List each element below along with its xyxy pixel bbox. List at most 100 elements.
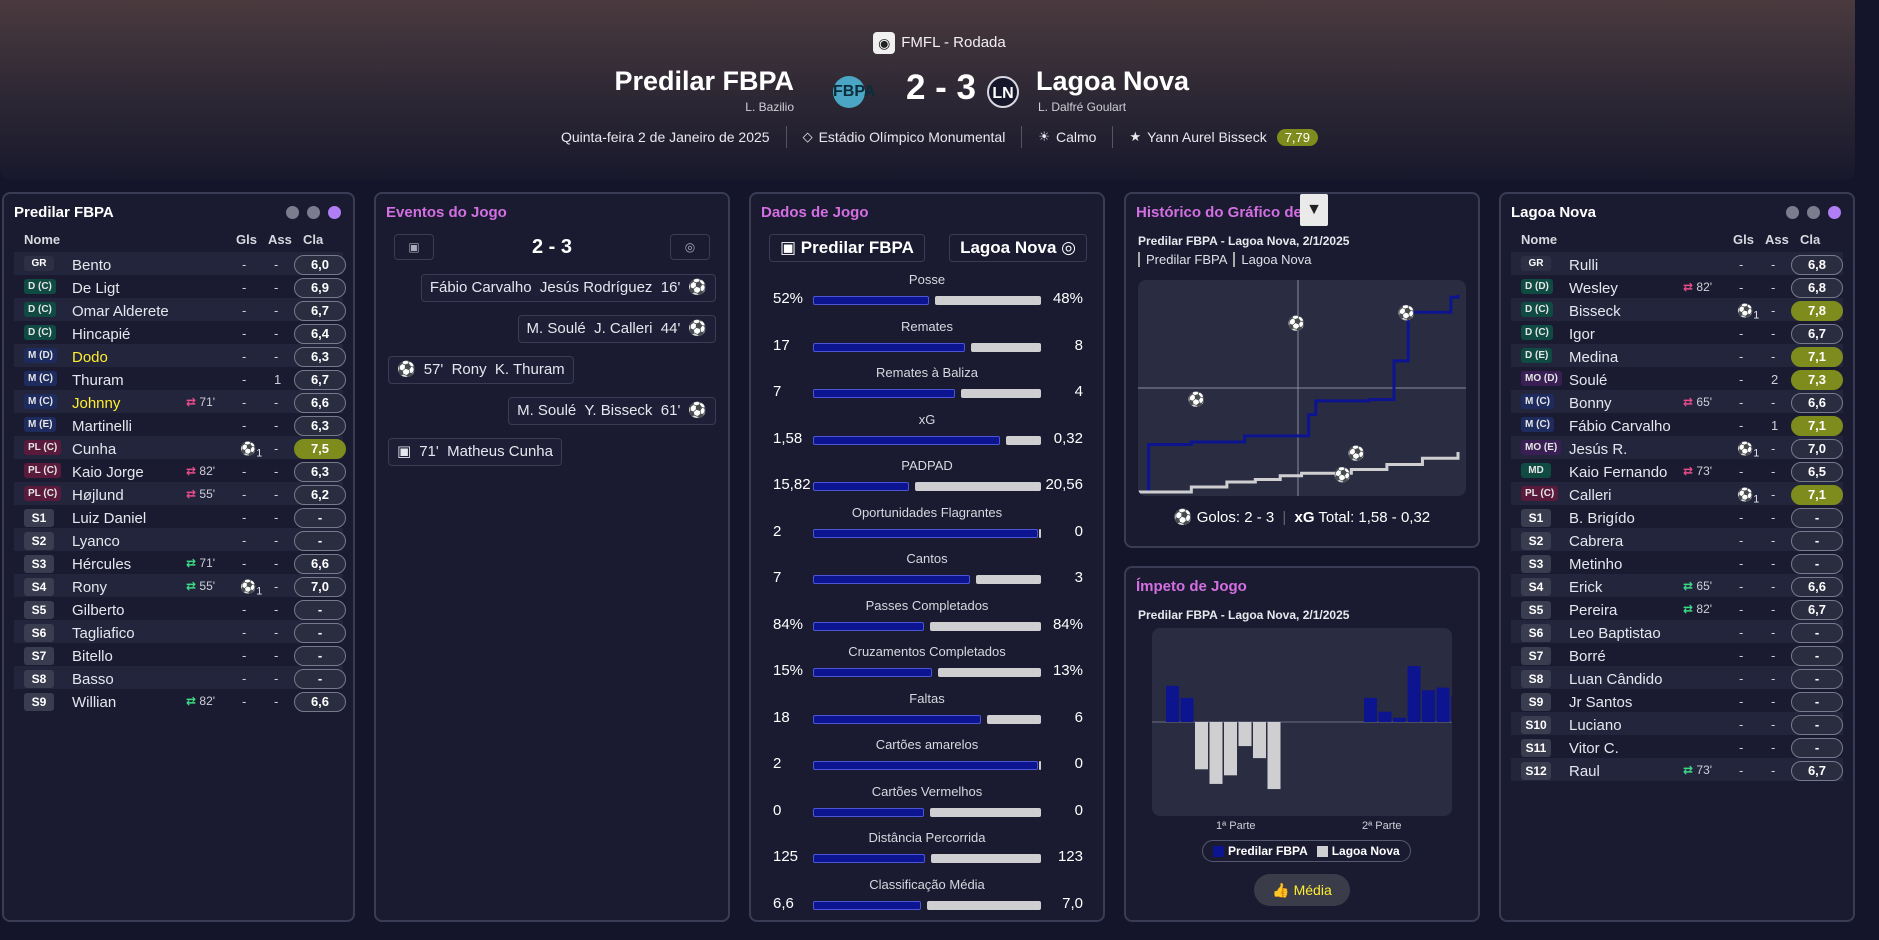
player-name[interactable]: Soulé bbox=[1569, 372, 1608, 389]
player-name[interactable]: Rulli bbox=[1569, 257, 1599, 274]
player-row[interactable]: S8 Luan Cândido - - - bbox=[1511, 666, 1843, 689]
player-name[interactable]: Medina bbox=[1569, 349, 1619, 366]
event-item[interactable]: Fábio Carvalho Jesús Rodríguez 16' ⚽ bbox=[420, 274, 716, 302]
player-row[interactable]: S5 Gilberto - - - bbox=[14, 597, 346, 620]
player-row[interactable]: S6 Leo Baptistao - - - bbox=[1511, 620, 1843, 643]
player-row[interactable]: PL (C) Højlund ⇄ 55' - -6,2 bbox=[14, 482, 346, 505]
col-gls[interactable]: Gls bbox=[1733, 232, 1754, 247]
player-row[interactable]: D (C) Igor - -6,7 bbox=[1511, 321, 1843, 344]
player-name[interactable]: B. Brigído bbox=[1569, 510, 1635, 527]
player-row[interactable]: D (E) Medina - -7,1 bbox=[1511, 344, 1843, 367]
away-team-name[interactable]: Lagoa Nova bbox=[1036, 66, 1190, 96]
player-name[interactable]: Gilberto bbox=[72, 602, 125, 619]
col-name[interactable]: Nome bbox=[24, 232, 61, 247]
player-name[interactable]: Omar Alderete bbox=[72, 303, 169, 320]
col-name[interactable]: Nome bbox=[1521, 232, 1558, 247]
xg-legend-away[interactable]: Lagoa Nova bbox=[1233, 252, 1312, 267]
average-button[interactable]: 👍 Média bbox=[1254, 874, 1350, 906]
player-row[interactable]: M (C) Bonny ⇄ 65' - -6,6 bbox=[1511, 390, 1843, 413]
player-row[interactable]: S8 Basso - - - bbox=[14, 666, 346, 689]
player-name[interactable]: Calleri bbox=[1569, 487, 1612, 504]
col-cla[interactable]: Cla bbox=[1800, 232, 1821, 247]
player-row[interactable]: M (C) Fábio Carvalho - 1 7,1 bbox=[1511, 413, 1843, 436]
away-crest-icon[interactable]: LN bbox=[987, 76, 1019, 108]
player-row[interactable]: GR Bento - -6,0 bbox=[14, 252, 346, 275]
xg-legend-home[interactable]: Predilar FBPA bbox=[1138, 252, 1228, 267]
stadium-info[interactable]: ◇ Estádio Olímpico Monumental bbox=[785, 126, 1022, 148]
stats-away-team[interactable]: Lagoa Nova ◎ bbox=[949, 234, 1087, 262]
col-ass[interactable]: Ass bbox=[1765, 232, 1789, 247]
home-coach[interactable]: L. Bazilio bbox=[745, 100, 794, 114]
player-row[interactable]: D (D) Wesley ⇄ 82' - -6,8 bbox=[1511, 275, 1843, 298]
player-row[interactable]: PL (C) Calleri ⚽1-7,1 bbox=[1511, 482, 1843, 506]
player-row[interactable]: PL (C) Kaio Jorge ⇄ 82' - -6,3 bbox=[14, 459, 346, 482]
player-name[interactable]: Leo Baptistao bbox=[1569, 625, 1661, 642]
player-name[interactable]: Tagliafico bbox=[72, 625, 135, 642]
player-row[interactable]: MO (E) Jesús R. ⚽1-7,0 bbox=[1511, 436, 1843, 460]
player-name[interactable]: Bonny bbox=[1569, 395, 1612, 412]
player-name[interactable]: Fábio Carvalho bbox=[1569, 418, 1671, 435]
view-dot-active[interactable] bbox=[328, 206, 341, 219]
player-name[interactable]: Lyanco bbox=[72, 533, 120, 550]
player-name[interactable]: Bitello bbox=[72, 648, 113, 665]
player-name[interactable]: Rony bbox=[72, 579, 108, 596]
player-name[interactable]: Jr Santos bbox=[1569, 694, 1633, 711]
player-row[interactable]: MO (D) Soulé - 2 7,3 bbox=[1511, 367, 1843, 390]
player-row[interactable]: D (C) Omar Alderete - -6,7 bbox=[14, 298, 346, 321]
player-name[interactable]: Bento bbox=[72, 257, 112, 274]
player-row[interactable]: S1 Luiz Daniel - - - bbox=[14, 505, 346, 528]
player-row[interactable]: M (C) Johnny ⇄ 71' - -6,6 bbox=[14, 390, 346, 413]
events-home-crest-icon[interactable]: ▣ bbox=[394, 234, 434, 260]
player-row[interactable]: S2 Lyanco - - - bbox=[14, 528, 346, 551]
player-name[interactable]: Igor bbox=[1569, 326, 1595, 343]
events-away-crest-icon[interactable]: ◎ bbox=[670, 234, 710, 260]
player-row[interactable]: S4 Erick ⇄ 65' - -6,6 bbox=[1511, 574, 1843, 597]
player-row[interactable]: S11 Vitor C. - - - bbox=[1511, 735, 1843, 758]
player-name[interactable]: Borré bbox=[1569, 648, 1606, 665]
col-ass[interactable]: Ass bbox=[268, 232, 292, 247]
player-row[interactable]: S4 Rony ⇄ 55' ⚽1-7,0 bbox=[14, 574, 346, 598]
player-name[interactable]: Basso bbox=[72, 671, 114, 688]
player-name[interactable]: Luiz Daniel bbox=[72, 510, 147, 527]
player-row[interactable]: S9 Jr Santos - - - bbox=[1511, 689, 1843, 712]
away-coach[interactable]: L. Dalfré Goulart bbox=[1038, 100, 1127, 114]
player-name[interactable]: Luciano bbox=[1569, 717, 1622, 734]
player-name[interactable]: Erick bbox=[1569, 579, 1603, 596]
player-row[interactable]: M (E) Martinelli - -6,3 bbox=[14, 413, 346, 436]
player-name[interactable]: Dodo bbox=[72, 349, 108, 366]
col-cla[interactable]: Cla bbox=[303, 232, 324, 247]
player-of-match[interactable]: ★ Yann Aurel Bisseck 7,79 bbox=[1112, 126, 1334, 148]
player-name[interactable]: Metinho bbox=[1569, 556, 1623, 573]
player-row[interactable]: MD Kaio Fernando ⇄ 73' - -6,5 bbox=[1511, 459, 1843, 482]
player-name[interactable]: Wesley bbox=[1569, 280, 1618, 297]
xg-chart[interactable]: ⚽ ⚽ ⚽ ⚽ ⚽ bbox=[1138, 280, 1466, 496]
view-dot[interactable] bbox=[1807, 206, 1820, 219]
home-team-name[interactable]: Predilar FBPA bbox=[614, 66, 794, 96]
player-row[interactable]: D (C) Hincapié - -6,4 bbox=[14, 321, 346, 344]
player-name[interactable]: Bisseck bbox=[1569, 303, 1621, 320]
player-name[interactable]: Martinelli bbox=[72, 418, 133, 435]
player-row[interactable]: D (C) De Ligt - -6,9 bbox=[14, 275, 346, 298]
player-name[interactable]: Willian bbox=[72, 694, 117, 711]
player-row[interactable]: GR Rulli - -6,8 bbox=[1511, 252, 1843, 275]
player-name[interactable]: Cabrera bbox=[1569, 533, 1624, 550]
home-crest-icon[interactable]: FBPA bbox=[833, 76, 875, 108]
player-name[interactable]: Højlund bbox=[72, 487, 124, 504]
competition[interactable]: ◉ FMFL - Rodada bbox=[0, 32, 1879, 54]
player-row[interactable]: M (C) Thuram - 1 6,7 bbox=[14, 367, 346, 390]
player-row[interactable]: PL (C) Cunha ⚽1-7,5 bbox=[14, 436, 346, 460]
xg-dropdown-button[interactable]: ▼ bbox=[1300, 194, 1328, 226]
player-row[interactable]: S10 Luciano - - - bbox=[1511, 712, 1843, 735]
player-name[interactable]: Vitor C. bbox=[1569, 740, 1619, 757]
player-name[interactable]: Jesús R. bbox=[1569, 441, 1628, 458]
player-row[interactable]: S7 Borré - - - bbox=[1511, 643, 1843, 666]
player-name[interactable]: Pereira bbox=[1569, 602, 1618, 619]
player-name[interactable]: Raul bbox=[1569, 763, 1600, 780]
event-item[interactable]: M. Soulé Y. Bisseck 61' ⚽ bbox=[508, 397, 716, 425]
player-row[interactable]: M (D) Dodo - -6,3 bbox=[14, 344, 346, 367]
player-row[interactable]: D (C) Bisseck ⚽1-7,8 bbox=[1511, 298, 1843, 322]
view-dot[interactable] bbox=[307, 206, 320, 219]
player-row[interactable]: S1 B. Brigído - - - bbox=[1511, 505, 1843, 528]
player-row[interactable]: S3 Hércules ⇄ 71' - -6,6 bbox=[14, 551, 346, 574]
player-row[interactable]: S9 Willian ⇄ 82' - -6,6 bbox=[14, 689, 346, 712]
